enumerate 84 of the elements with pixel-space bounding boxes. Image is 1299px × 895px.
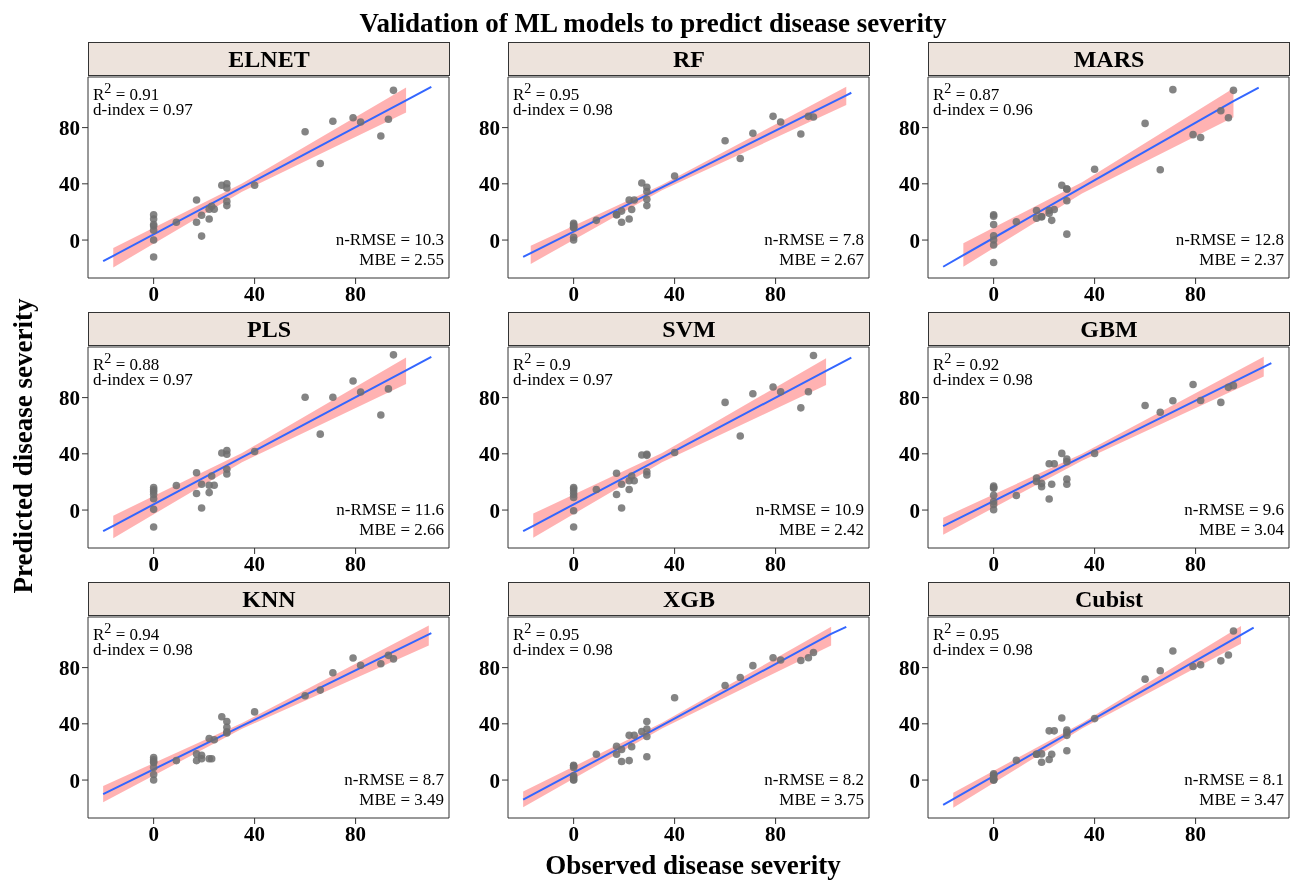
chart-subtitle: ELNET xyxy=(88,42,450,76)
chart-subtitle: RF xyxy=(508,42,870,76)
y-tick-label: 80 xyxy=(59,656,80,681)
annotation: MBE = 3.04 xyxy=(1199,520,1284,540)
x-tick-label: 80 xyxy=(345,281,367,306)
y-tick-label: 40 xyxy=(899,712,920,737)
x-tick-label: 0 xyxy=(568,551,579,576)
y-tick-label: 0 xyxy=(69,498,80,523)
y-tick-label: 0 xyxy=(489,498,500,523)
y-tick-label: 80 xyxy=(899,386,920,411)
annotation: n-RMSE = 8.2 xyxy=(764,770,864,790)
y-tick-label: 80 xyxy=(899,656,920,681)
x-tick-label: 0 xyxy=(568,821,579,846)
y-tick-label: 80 xyxy=(479,656,500,681)
x-tick-label: 0 xyxy=(148,821,159,846)
x-tick-label: 40 xyxy=(1084,551,1106,576)
y-tick-label: 80 xyxy=(59,116,80,141)
y-tick-label: 80 xyxy=(899,116,920,141)
annotation: MBE = 2.37 xyxy=(1199,250,1284,270)
x-tick-label: 0 xyxy=(148,551,159,576)
x-tick-label: 80 xyxy=(765,821,787,846)
x-tick-label: 40 xyxy=(1084,821,1106,846)
y-tick-label: 0 xyxy=(489,768,500,793)
annotation: n-RMSE = 12.8 xyxy=(1175,230,1284,250)
y-tick-label: 80 xyxy=(479,386,500,411)
annotation: MBE = 2.66 xyxy=(359,520,444,540)
x-tick-label: 80 xyxy=(1185,551,1207,576)
chart-title: Validation of ML models to predict disease severity xyxy=(358,8,948,40)
x-tick-label: 0 xyxy=(988,821,999,846)
y-tick-label: 40 xyxy=(59,442,80,467)
annotation: n-RMSE = 9.6 xyxy=(1184,500,1284,520)
x-tick-label: 80 xyxy=(765,551,787,576)
x-tick-label: 80 xyxy=(1185,821,1207,846)
x-tick-label: 40 xyxy=(1084,281,1106,306)
x-tick-label: 40 xyxy=(244,281,266,306)
y-tick-label: 40 xyxy=(59,712,80,737)
chart-subtitle: KNN xyxy=(88,582,450,616)
x-axis-title: Observed disease severity xyxy=(544,850,842,880)
chart-subtitle: SVM xyxy=(508,312,870,346)
chart-subtitle: PLS xyxy=(88,312,450,346)
annotation: n-RMSE = 11.6 xyxy=(336,500,444,520)
x-tick-label: 0 xyxy=(148,281,159,306)
annotation: n-RMSE = 8.7 xyxy=(344,770,444,790)
x-tick-label: 0 xyxy=(568,281,579,306)
x-tick-label: 80 xyxy=(345,551,367,576)
annotation: n-RMSE = 10.3 xyxy=(335,230,444,250)
annotation: MBE = 3.75 xyxy=(779,790,864,810)
y-tick-label: 40 xyxy=(479,172,500,197)
y-tick-label: 40 xyxy=(59,172,80,197)
x-tick-label: 80 xyxy=(1185,281,1207,306)
chart-subtitle: XGB xyxy=(508,582,870,616)
y-tick-label: 0 xyxy=(489,228,500,253)
y-tick-label: 40 xyxy=(479,442,500,467)
annotation: MBE = 2.67 xyxy=(779,250,864,270)
annotation: MBE = 3.47 xyxy=(1199,790,1284,810)
chart-subtitle: Cubist xyxy=(928,582,1290,616)
y-axis-title: Predicted disease severity xyxy=(7,298,39,594)
annotation: MBE = 2.42 xyxy=(779,520,864,540)
x-tick-label: 40 xyxy=(244,821,266,846)
chart-subtitle: GBM xyxy=(928,312,1290,346)
x-tick-label: 0 xyxy=(988,281,999,306)
y-tick-label: 0 xyxy=(909,228,920,253)
y-tick-label: 0 xyxy=(909,768,920,793)
annotation: n-RMSE = 7.8 xyxy=(764,230,864,250)
x-tick-label: 0 xyxy=(988,551,999,576)
y-tick-label: 0 xyxy=(69,768,80,793)
x-tick-label: 40 xyxy=(244,551,266,576)
x-tick-label: 80 xyxy=(765,281,787,306)
annotation: n-RMSE = 8.1 xyxy=(1184,770,1284,790)
y-tick-label: 40 xyxy=(899,442,920,467)
chart-subtitle: MARS xyxy=(928,42,1290,76)
x-tick-label: 40 xyxy=(664,821,686,846)
y-tick-label: 80 xyxy=(479,116,500,141)
y-tick-label: 40 xyxy=(899,172,920,197)
y-tick-label: 40 xyxy=(479,712,500,737)
annotation: n-RMSE = 10.9 xyxy=(755,500,864,520)
x-tick-label: 40 xyxy=(664,281,686,306)
annotation: MBE = 3.49 xyxy=(359,790,444,810)
x-tick-label: 80 xyxy=(345,821,367,846)
x-tick-label: 40 xyxy=(664,551,686,576)
y-tick-label: 0 xyxy=(69,228,80,253)
annotation: MBE = 2.55 xyxy=(359,250,444,270)
y-tick-label: 0 xyxy=(909,498,920,523)
y-tick-label: 80 xyxy=(59,386,80,411)
